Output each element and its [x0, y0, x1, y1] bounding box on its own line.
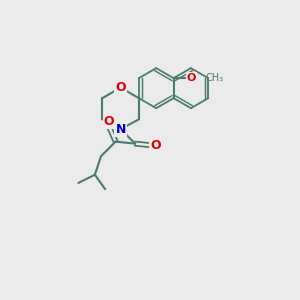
- Text: N: N: [116, 123, 126, 136]
- Text: O: O: [150, 139, 160, 152]
- Text: O: O: [187, 73, 196, 83]
- Text: CH₃: CH₃: [206, 73, 224, 83]
- Text: O: O: [115, 81, 126, 94]
- Text: O: O: [104, 115, 114, 128]
